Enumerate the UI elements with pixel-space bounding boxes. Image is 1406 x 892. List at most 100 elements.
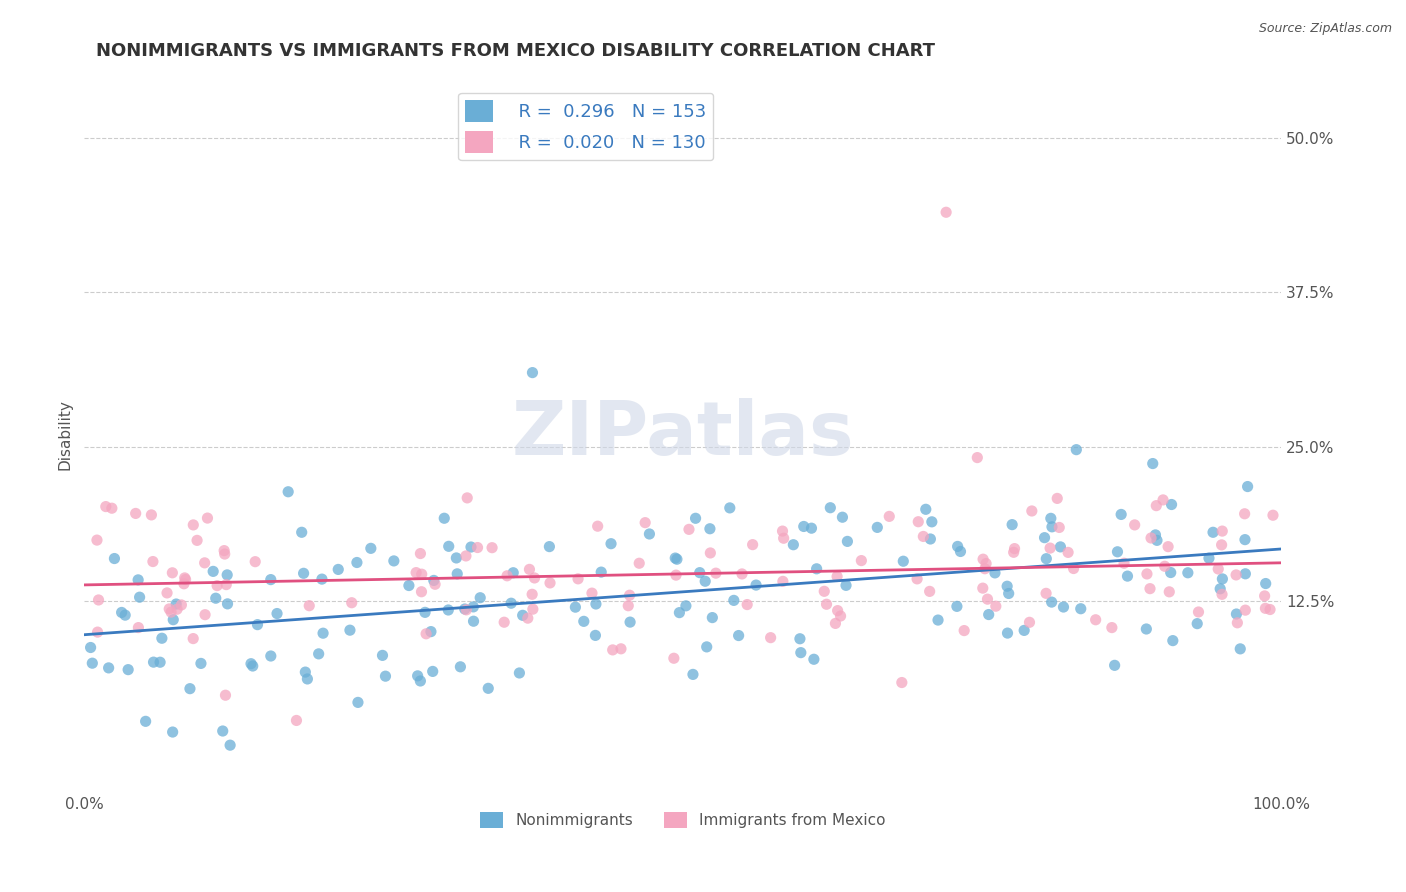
- Point: [586, 519, 609, 533]
- Point: [564, 600, 586, 615]
- Point: [1152, 492, 1174, 507]
- Point: [1229, 641, 1251, 656]
- Point: [409, 547, 432, 561]
- Point: [1123, 517, 1146, 532]
- Point: [128, 590, 150, 604]
- Point: [790, 646, 813, 660]
- Point: [976, 592, 998, 607]
- Point: [382, 554, 405, 568]
- Point: [1001, 517, 1024, 532]
- Point: [1144, 499, 1167, 513]
- Point: [297, 672, 319, 686]
- Point: [520, 587, 543, 601]
- Point: [298, 599, 321, 613]
- Point: [696, 640, 718, 654]
- Point: [437, 539, 460, 553]
- Point: [197, 511, 219, 525]
- Point: [211, 724, 233, 739]
- Text: Source: ZipAtlas.com: Source: ZipAtlas.com: [1258, 22, 1392, 36]
- Point: [516, 611, 538, 625]
- Point: [1211, 538, 1233, 552]
- Point: [449, 660, 471, 674]
- Point: [114, 608, 136, 623]
- Point: [446, 550, 468, 565]
- Point: [94, 500, 117, 514]
- Point: [1052, 600, 1074, 615]
- Point: [1258, 602, 1281, 616]
- Point: [1236, 479, 1258, 493]
- Point: [935, 205, 957, 219]
- Point: [949, 544, 972, 558]
- Point: [610, 641, 633, 656]
- Point: [866, 520, 889, 534]
- Point: [1254, 601, 1277, 615]
- Point: [689, 566, 711, 580]
- Point: [1057, 545, 1080, 559]
- Point: [190, 657, 212, 671]
- Point: [1211, 524, 1233, 538]
- Point: [502, 566, 524, 580]
- Point: [311, 572, 333, 586]
- Point: [977, 607, 1000, 622]
- Point: [1177, 566, 1199, 580]
- Point: [665, 552, 688, 566]
- Point: [308, 647, 330, 661]
- Point: [837, 534, 859, 549]
- Point: [966, 450, 988, 465]
- Point: [772, 524, 794, 538]
- Point: [433, 511, 456, 525]
- Point: [519, 562, 541, 576]
- Point: [142, 655, 165, 669]
- Point: [1202, 525, 1225, 540]
- Point: [142, 555, 165, 569]
- Point: [214, 688, 236, 702]
- Point: [699, 546, 721, 560]
- Point: [759, 631, 782, 645]
- Point: [806, 562, 828, 576]
- Point: [538, 576, 561, 591]
- Point: [567, 572, 589, 586]
- Point: [446, 566, 468, 581]
- Point: [1211, 572, 1233, 586]
- Point: [1206, 562, 1229, 576]
- Point: [204, 591, 226, 606]
- Point: [772, 531, 794, 545]
- Point: [1234, 603, 1257, 617]
- Point: [423, 577, 446, 591]
- Point: [1063, 561, 1085, 575]
- Point: [1160, 566, 1182, 580]
- Point: [496, 569, 519, 583]
- Point: [194, 607, 217, 622]
- Point: [1046, 491, 1069, 506]
- Point: [470, 591, 492, 605]
- Point: [718, 500, 741, 515]
- Point: [1261, 508, 1284, 523]
- Point: [1104, 658, 1126, 673]
- Point: [877, 509, 900, 524]
- Point: [162, 725, 184, 739]
- Point: [1012, 624, 1035, 638]
- Point: [907, 515, 929, 529]
- Point: [835, 578, 858, 592]
- Point: [413, 606, 436, 620]
- Point: [179, 681, 201, 696]
- Point: [456, 491, 478, 505]
- Point: [1109, 508, 1132, 522]
- Point: [219, 738, 242, 752]
- Point: [285, 714, 308, 728]
- Point: [87, 593, 110, 607]
- Point: [86, 533, 108, 547]
- Point: [600, 537, 623, 551]
- Point: [664, 551, 686, 566]
- Point: [1101, 621, 1123, 635]
- Point: [1116, 569, 1139, 583]
- Point: [1039, 511, 1062, 525]
- Point: [339, 623, 361, 637]
- Point: [456, 603, 478, 617]
- Point: [825, 569, 848, 583]
- Point: [921, 515, 943, 529]
- Point: [704, 566, 727, 581]
- Point: [294, 665, 316, 679]
- Point: [946, 599, 969, 614]
- Point: [374, 669, 396, 683]
